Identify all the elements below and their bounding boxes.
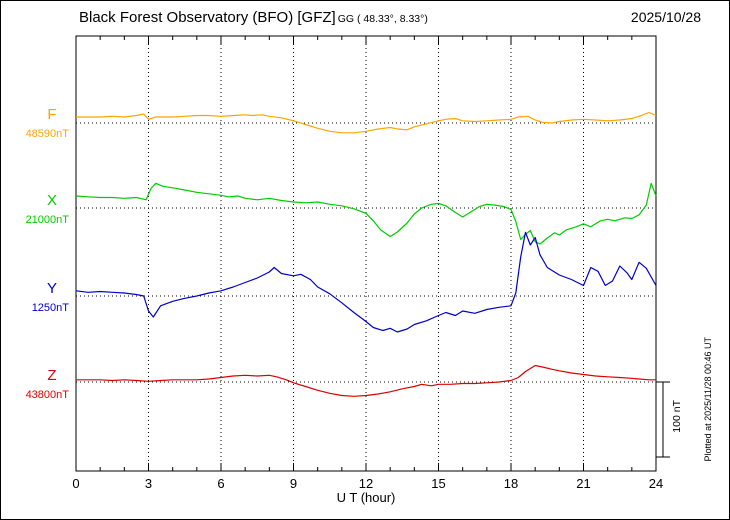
x-tick-label: 24	[649, 476, 663, 491]
series-lines	[75, 111, 657, 397]
x-tick-label: 12	[359, 476, 373, 491]
grid-vertical	[148, 36, 584, 471]
label-Z: Z	[47, 367, 57, 384]
x-tick-label: 3	[145, 476, 152, 491]
series-Z-line	[76, 364, 656, 397]
axis-ticks	[75, 36, 657, 471]
value-X: 21000nT	[25, 214, 69, 226]
scale-bar-label: 100 nT	[671, 400, 683, 433]
plotted-at-label: Plotted at 2025/11/28 00:46 UT	[703, 337, 713, 462]
label-F: F	[47, 106, 57, 123]
x-tick-label: 6	[217, 476, 224, 491]
value-Y: 1250nT	[31, 302, 69, 314]
label-X: X	[46, 192, 57, 209]
series-F-line	[76, 111, 657, 134]
date-label: 2025/10/28	[630, 9, 701, 25]
x-tick-label: 9	[290, 476, 297, 491]
x-tick-label: 15	[431, 476, 445, 491]
station-coords: GG ( 48.33°, 8.33°)	[337, 13, 428, 25]
x-tick-label: 21	[576, 476, 590, 491]
plot-border	[75, 35, 657, 472]
label-Y: Y	[46, 280, 57, 297]
x-tick-labels: 0 3 6 9 12 15 18 21 24	[72, 476, 663, 491]
x-tick-label: 0	[72, 476, 79, 491]
header: Black Forest Observatory (BFO) [GFZ] GG …	[79, 9, 428, 26]
x-tick-label: 18	[504, 476, 518, 491]
series-X-line	[75, 182, 657, 245]
value-F: 48590nT	[25, 128, 69, 140]
series-baselines	[76, 122, 656, 383]
scale-bar	[656, 381, 670, 458]
value-Z: 43800nT	[25, 389, 69, 401]
series-Y-line	[75, 231, 657, 333]
x-axis-label: U T (hour)	[336, 490, 396, 505]
page-title: Black Forest Observatory (BFO) [GFZ]	[79, 9, 336, 26]
